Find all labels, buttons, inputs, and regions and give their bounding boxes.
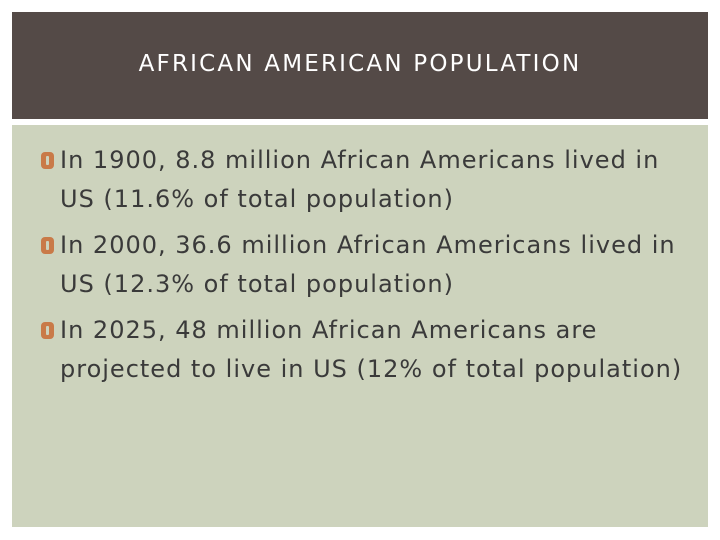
bullet-text: In 2025, 48 million African Americans ar… [60,316,683,383]
bullet-item: In 2025, 48 million African Americans ar… [41,311,690,389]
slide-title: AFRICAN AMERICAN POPULATION [138,50,582,77]
bullet-item: In 2000, 36.6 million African Americans … [41,226,690,304]
bullet-marker-icon [41,237,54,254]
bullet-text: In 1900, 8.8 million African Americans l… [60,146,660,213]
bullet-marker-icon [41,152,54,169]
bullet-text: In 2000, 36.6 million African Americans … [60,231,676,298]
content-area: In 1900, 8.8 million African Americans l… [12,125,708,527]
bullet-item: In 1900, 8.8 million African Americans l… [41,141,690,219]
bullet-list: In 1900, 8.8 million African Americans l… [41,141,690,396]
bullet-marker-icon [41,322,54,339]
title-bar: AFRICAN AMERICAN POPULATION [12,12,708,119]
